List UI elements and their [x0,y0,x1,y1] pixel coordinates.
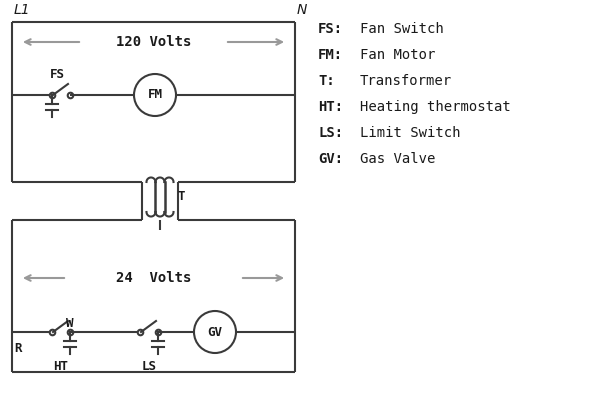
Text: Gas Valve: Gas Valve [360,152,435,166]
Text: LS: LS [142,360,156,373]
Text: T:: T: [318,74,335,88]
Text: FS: FS [50,68,65,81]
Text: HT:: HT: [318,100,343,114]
Text: Limit Switch: Limit Switch [360,126,461,140]
Text: GV: GV [208,326,222,338]
Text: Heating thermostat: Heating thermostat [360,100,511,114]
Text: Transformer: Transformer [360,74,452,88]
Text: FM: FM [148,88,162,102]
Text: Fan Switch: Fan Switch [360,22,444,36]
Text: 24  Volts: 24 Volts [116,271,191,285]
Text: GV:: GV: [318,152,343,166]
Text: W: W [66,317,74,330]
Text: T: T [178,190,185,204]
Text: LS:: LS: [318,126,343,140]
Text: HT: HT [54,360,68,373]
Text: L1: L1 [14,3,31,17]
Text: 120 Volts: 120 Volts [116,35,191,49]
Text: FS:: FS: [318,22,343,36]
Text: R: R [14,342,21,355]
Text: N: N [297,3,307,17]
Text: Fan Motor: Fan Motor [360,48,435,62]
Text: FM:: FM: [318,48,343,62]
